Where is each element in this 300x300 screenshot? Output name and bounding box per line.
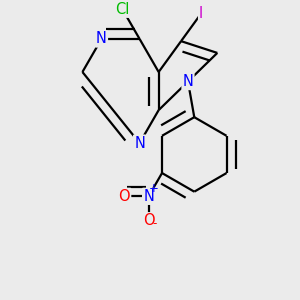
Text: -: - [152,218,157,230]
Text: O: O [118,189,130,204]
Text: O: O [143,213,154,228]
Text: Cl: Cl [115,2,130,17]
Text: N: N [143,189,154,204]
Text: N: N [183,74,194,89]
Text: I: I [199,6,203,21]
Text: N: N [96,32,107,46]
Text: N: N [134,136,145,151]
Text: +: + [149,182,159,195]
